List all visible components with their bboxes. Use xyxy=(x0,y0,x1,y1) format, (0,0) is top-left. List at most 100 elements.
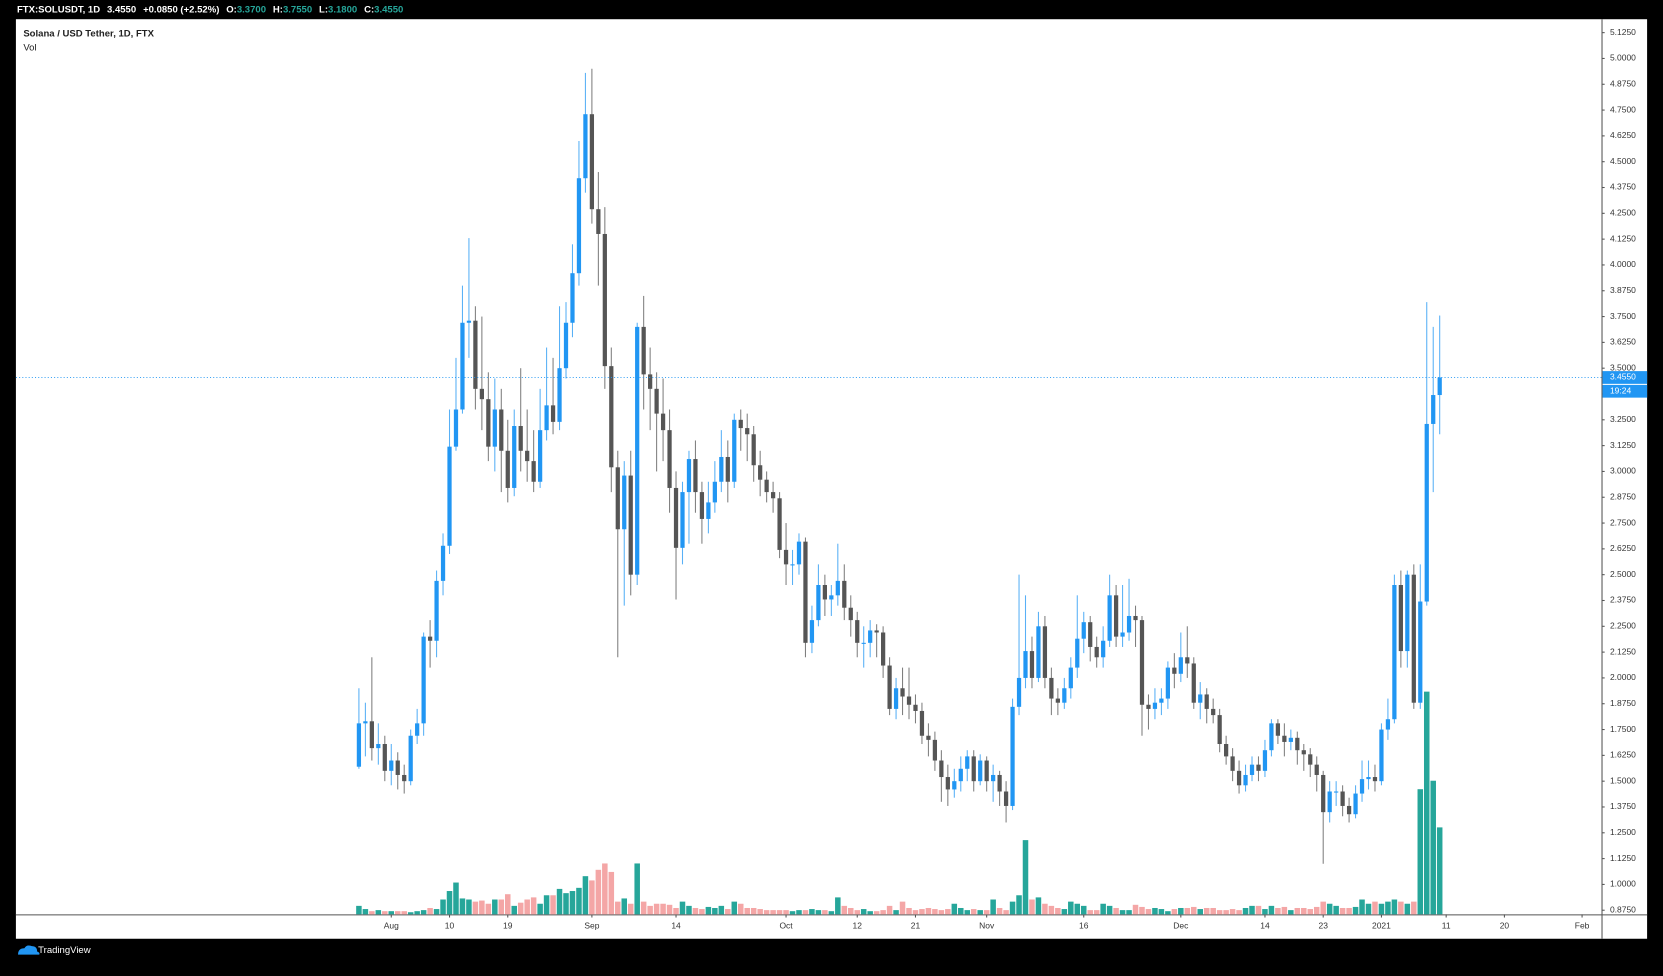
header-price: 3.4550 xyxy=(107,4,136,15)
ohlc-value: 3.7550 xyxy=(283,4,312,15)
x-tick-label: Feb xyxy=(1575,920,1590,930)
candle-body xyxy=(1308,754,1313,765)
volume-bar xyxy=(576,887,582,915)
candle-body xyxy=(1049,677,1054,699)
candle-body xyxy=(926,735,931,740)
candle-body xyxy=(1340,791,1345,806)
volume-bar xyxy=(1184,907,1191,915)
candle-body xyxy=(376,744,381,749)
y-tick-label: 3.6250 xyxy=(1610,337,1636,347)
volume-bar xyxy=(809,909,815,915)
volume-bar xyxy=(427,907,433,915)
volume-bar xyxy=(705,906,712,915)
candle-body xyxy=(1398,585,1403,652)
volume-bar xyxy=(867,911,873,915)
volume-bar xyxy=(938,910,945,915)
volume-bar xyxy=(1378,903,1385,915)
volume-bar xyxy=(660,903,666,915)
candle-body xyxy=(1431,395,1436,424)
candle-body xyxy=(900,688,905,697)
volume-bar xyxy=(492,899,498,915)
candle-body xyxy=(913,704,918,711)
candle-body xyxy=(1152,702,1158,709)
x-tick-label: 14 xyxy=(1260,920,1270,930)
candle-body xyxy=(699,492,705,519)
candle-body xyxy=(1088,622,1093,647)
volume-bar xyxy=(880,910,886,915)
candle-body xyxy=(1101,640,1106,658)
candle-body xyxy=(596,209,601,234)
volume-bar xyxy=(1126,910,1132,915)
candle-body xyxy=(1262,750,1268,771)
volume-bar xyxy=(1106,905,1113,915)
candle-body xyxy=(654,388,659,414)
volume-bar xyxy=(1087,910,1093,915)
volume-bar xyxy=(1281,906,1288,915)
candle-body xyxy=(518,426,523,451)
x-tick-label: Oct xyxy=(779,920,793,930)
candle-body xyxy=(1282,735,1287,742)
candle-body xyxy=(1055,698,1060,703)
volume-bar xyxy=(369,911,375,915)
volume-bar xyxy=(737,903,744,915)
candle-body xyxy=(725,456,730,482)
candle-body xyxy=(1094,646,1099,658)
y-tick-label: 2.8750 xyxy=(1610,491,1636,501)
volume-bar xyxy=(1022,840,1029,915)
volume-bar xyxy=(725,909,731,915)
volume-bar xyxy=(634,863,640,915)
candle-body xyxy=(1424,423,1429,602)
volume-bar xyxy=(925,907,932,915)
volume-bar xyxy=(757,909,763,915)
volume-bar xyxy=(1145,909,1152,915)
volume-label: Vol xyxy=(23,42,36,53)
candle-body xyxy=(1288,737,1293,742)
volume-bar xyxy=(679,901,686,915)
candle-body xyxy=(790,564,795,566)
candle-body xyxy=(369,721,374,749)
candle-body xyxy=(1107,595,1112,641)
countdown: 19:24 xyxy=(1610,386,1631,396)
volume-bar xyxy=(731,901,738,915)
x-tick-label: 20 xyxy=(1500,920,1510,930)
candle-body xyxy=(402,774,407,782)
y-tick-label: 1.5000 xyxy=(1610,775,1636,785)
y-tick-label: 3.0000 xyxy=(1610,466,1636,476)
volume-bar xyxy=(537,903,543,915)
candle-body xyxy=(842,580,847,608)
header-change: +0.0850 (+2.52%) xyxy=(143,4,219,15)
candle-body xyxy=(479,388,484,400)
volume-bar xyxy=(472,901,479,915)
volume-bar xyxy=(498,899,505,915)
candle-body xyxy=(861,642,866,644)
volume-bar xyxy=(1210,907,1216,915)
candle-body xyxy=(680,492,685,548)
volume-bar xyxy=(912,910,919,915)
volume-bar xyxy=(407,912,414,915)
volume-bar xyxy=(699,909,705,915)
ohlc-label: C: xyxy=(364,4,374,15)
volume-bar xyxy=(686,905,692,915)
volume-bar xyxy=(802,910,809,915)
volume-bar xyxy=(1417,789,1424,915)
candle-body xyxy=(602,233,607,367)
candle-body xyxy=(1120,632,1125,637)
volume-bar xyxy=(1339,907,1346,915)
candle-body xyxy=(919,710,925,736)
volume-bar xyxy=(1009,901,1016,915)
volume-bar xyxy=(1203,907,1210,915)
candle-body xyxy=(557,368,562,422)
y-tick-label: 2.7500 xyxy=(1610,517,1636,527)
candle-body xyxy=(1081,622,1086,639)
candle-body xyxy=(997,774,1002,792)
volume-bar xyxy=(1061,909,1068,915)
volume-bar xyxy=(485,903,492,915)
volume-bar xyxy=(1055,907,1061,915)
y-tick-label: 3.8750 xyxy=(1610,285,1636,295)
y-tick-label: 1.2500 xyxy=(1610,827,1636,837)
y-tick-label: 4.0000 xyxy=(1610,259,1636,269)
candle-body xyxy=(563,322,569,369)
candle-body xyxy=(932,739,938,761)
volume-bar xyxy=(770,910,776,915)
candle-body xyxy=(1211,708,1216,716)
